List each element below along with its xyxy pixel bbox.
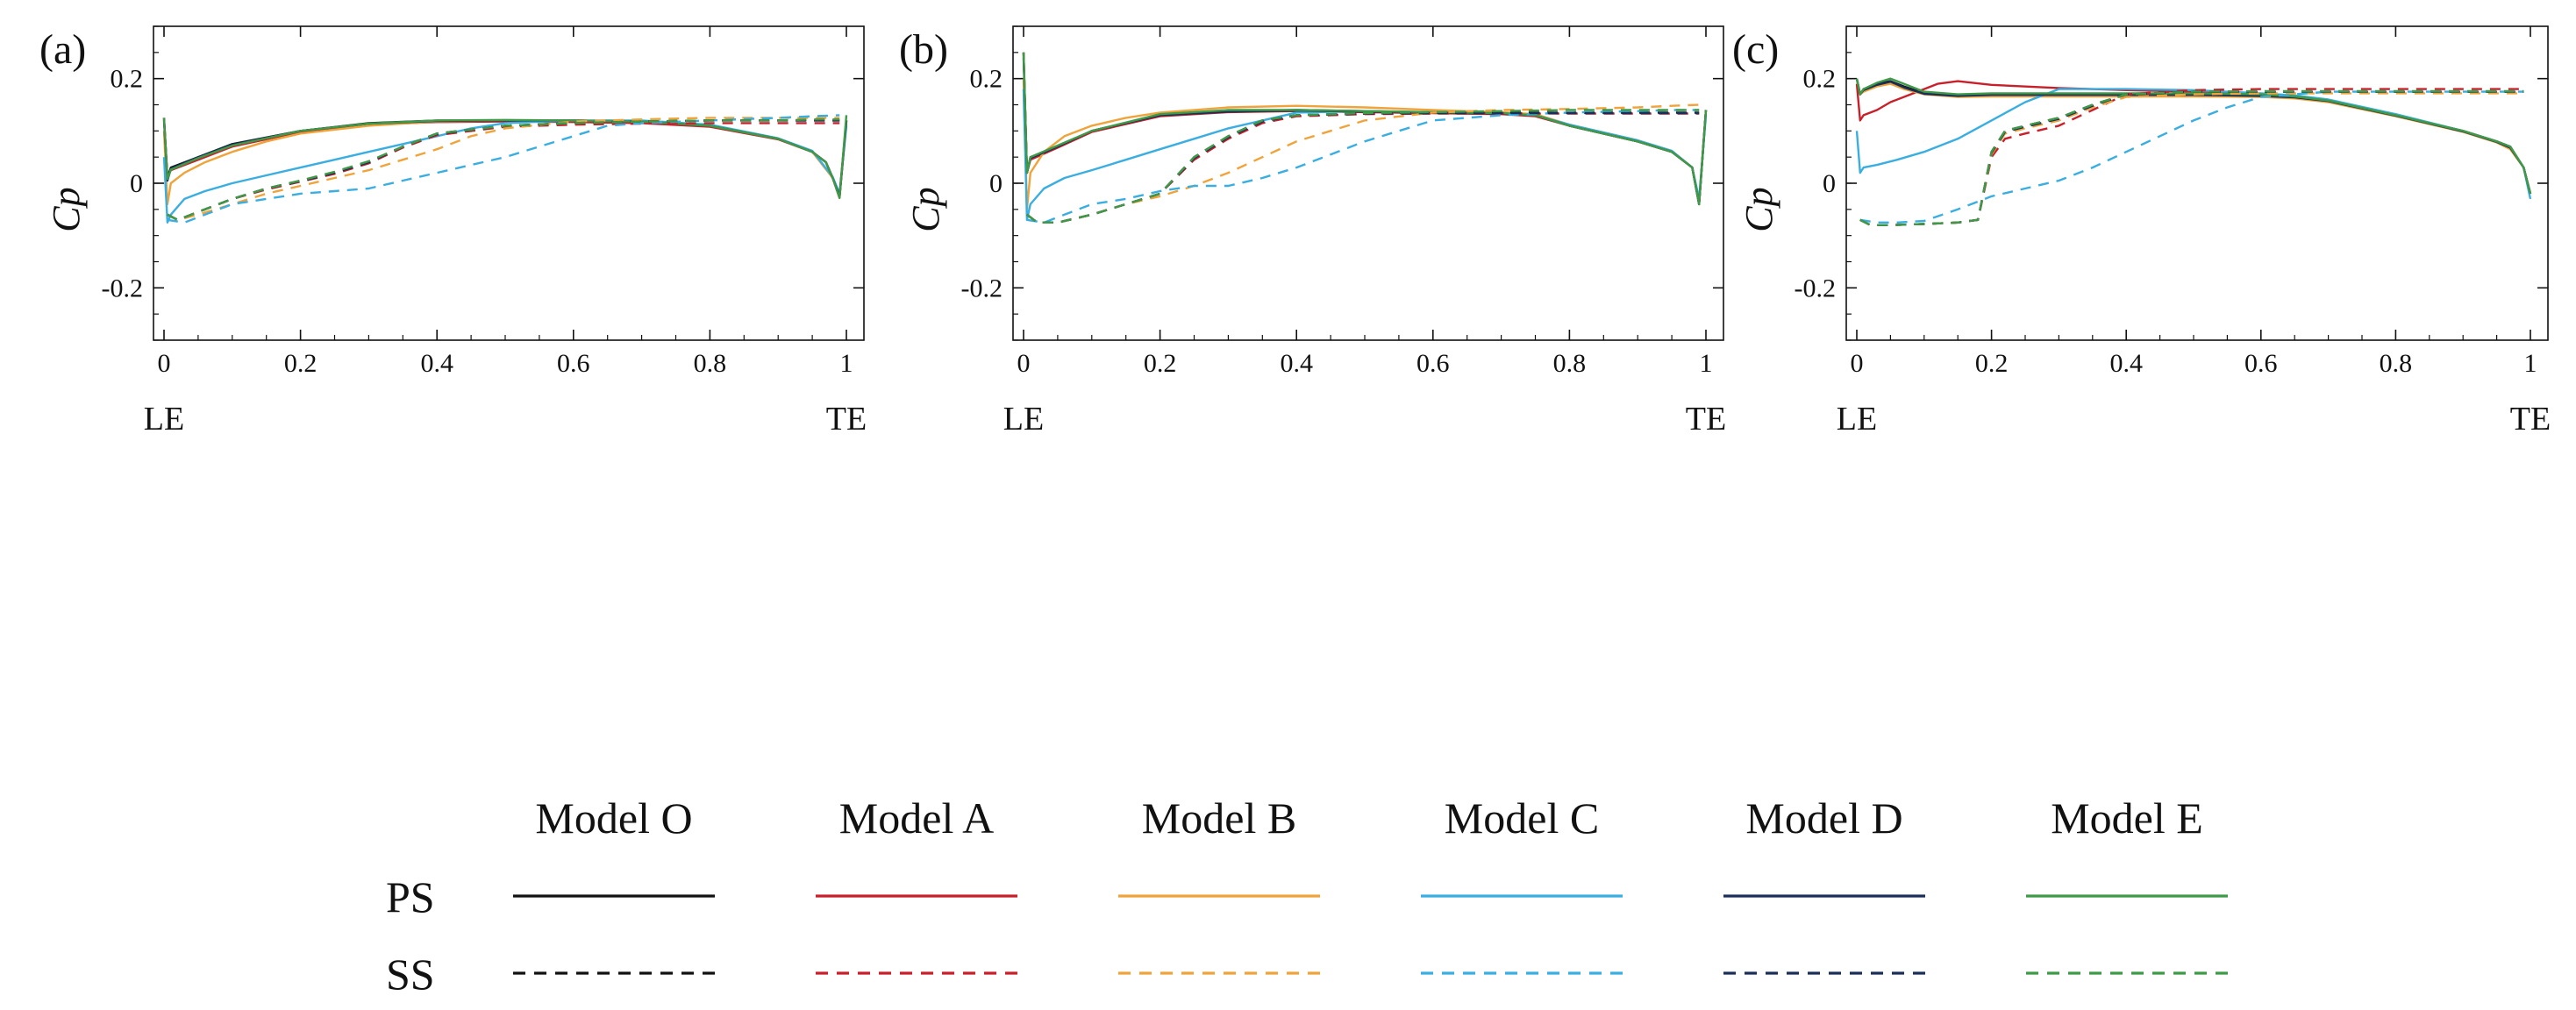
- legend-model-label: Model E: [2051, 793, 2203, 843]
- te-label: TE: [2510, 401, 2551, 437]
- y-axis-label: Cp: [45, 187, 88, 231]
- series-line-model-a-ps: [1022, 52, 1708, 206]
- plot-frame: [1012, 25, 1724, 341]
- x-tick-label: 0.4: [1280, 349, 1313, 378]
- x-tick-label: 0.2: [1975, 349, 2009, 378]
- x-tick-label: 0: [1017, 349, 1031, 378]
- chart-panel-1: (a) Cp -0.2 0 0.2 0 0.2 0.4 0.6 0.8 1 LE TE: [39, 25, 867, 437]
- series-line-model-a-ss: [1859, 88, 2524, 226]
- series-line-model-d-ss: [1859, 90, 2524, 226]
- series-line-model-a-ps: [1855, 80, 2532, 195]
- series-line-model-a-ss: [1026, 112, 1700, 224]
- series-line-model-o-ps: [162, 117, 848, 198]
- le-label: LE: [1837, 401, 1877, 437]
- series-line-model-d-ss: [1026, 111, 1700, 224]
- y-tick-label: 0: [1823, 169, 1836, 198]
- x-tick-label: 1: [2524, 349, 2537, 378]
- x-tick-label: 1: [1700, 349, 1713, 378]
- legend-row-ss: SS: [386, 950, 435, 999]
- y-tick-label: -0.2: [1795, 274, 1837, 302]
- x-tick-label: 0.6: [2244, 349, 2278, 378]
- legend-model-label: Model D: [1745, 793, 1902, 843]
- x-tick-label: 0.8: [1553, 349, 1587, 378]
- series-line-model-e-ps: [162, 115, 848, 199]
- series-line-model-b-ss: [1859, 92, 2524, 226]
- x-tick-label: 0: [158, 349, 171, 378]
- series-line-model-c-ps: [1855, 88, 2532, 200]
- le-label: LE: [1003, 401, 1044, 437]
- x-tick-label: 0.8: [2380, 349, 2413, 378]
- plot-frame: [153, 25, 865, 341]
- series-group: [162, 114, 848, 224]
- series-line-model-c-ps: [162, 119, 848, 224]
- panel-label: (a): [39, 26, 86, 73]
- panel-label: (b): [899, 26, 948, 73]
- y-tick-label: 0: [130, 169, 143, 198]
- chart-panel-3: (c) Cp -0.2 0 0.2 0 0.2 0.4 0.6 0.8 1 LE TE: [1732, 25, 2551, 437]
- y-tick-label: 0.2: [1803, 65, 1837, 94]
- series-line-model-e-ps: [1022, 52, 1708, 206]
- y-tick-label: 0: [989, 169, 1003, 198]
- series-line-model-c-ss: [1859, 90, 2524, 224]
- series-line-model-c-ss: [167, 114, 840, 224]
- x-tick-label: 0.6: [1416, 349, 1450, 378]
- y-tick-label: -0.2: [961, 274, 1003, 302]
- x-tick-label: 1: [840, 349, 853, 378]
- x-tick-label: 0.6: [557, 349, 590, 378]
- x-tick-label: 0.2: [284, 349, 318, 378]
- y-tick-label: -0.2: [102, 274, 144, 302]
- series-line-model-o-ss: [1026, 111, 1700, 224]
- chart-panel-2: (b) Cp -0.2 0 0.2 0 0.2 0.4 0.6 0.8 1 LE TE: [899, 25, 1726, 437]
- series-line-model-d-ps: [1855, 78, 2532, 195]
- legend: PS SS Model O Model A Model B Model C Model D M…: [386, 793, 2228, 999]
- y-axis-label: Cp: [1738, 187, 1780, 231]
- series-group: [1022, 52, 1708, 224]
- series-line-model-o-ss: [1859, 90, 2524, 226]
- series-group: [1855, 77, 2532, 226]
- panel-label: (c): [1732, 26, 1779, 73]
- series-line-model-o-ss: [167, 119, 840, 222]
- chart-panels: (a) Cp -0.2 0 0.2 0 0.2 0.4 0.6 0.8 1 LE TE (b) Cp -0.2…: [39, 25, 2551, 437]
- le-label: LE: [144, 401, 184, 437]
- legend-model-label: Model B: [1142, 793, 1296, 843]
- legend-model-label: Model A: [839, 793, 994, 843]
- legend-model-label: Model O: [535, 793, 692, 843]
- plot-frame: [1845, 25, 2549, 341]
- x-tick-label: 0.2: [1144, 349, 1177, 378]
- series-line-model-b-ss: [167, 117, 840, 222]
- x-tick-label: 0: [1851, 349, 1864, 378]
- series-line-model-o-ps: [1022, 52, 1708, 206]
- series-line-model-a-ps: [162, 117, 848, 199]
- y-tick-label: 0.2: [111, 65, 144, 94]
- y-axis-label: Cp: [904, 187, 947, 231]
- series-line-model-d-ss: [167, 119, 840, 222]
- x-tick-label: 0.4: [420, 349, 453, 378]
- y-tick-label: 0.2: [970, 65, 1003, 94]
- series-line-model-d-ps: [1022, 57, 1708, 206]
- series-line-model-b-ps: [1022, 78, 1708, 211]
- x-tick-label: 0.8: [694, 349, 727, 378]
- te-label: TE: [826, 401, 867, 437]
- series-line-model-c-ss: [1026, 109, 1700, 224]
- series-line-model-e-ss: [1026, 109, 1700, 224]
- legend-model-label: Model C: [1445, 793, 1599, 843]
- series-line-model-e-ss: [1859, 89, 2524, 226]
- legend-row-ps: PS: [386, 872, 435, 921]
- te-label: TE: [1686, 401, 1726, 437]
- x-tick-label: 0.4: [2109, 349, 2143, 378]
- series-line-model-e-ss: [167, 117, 840, 222]
